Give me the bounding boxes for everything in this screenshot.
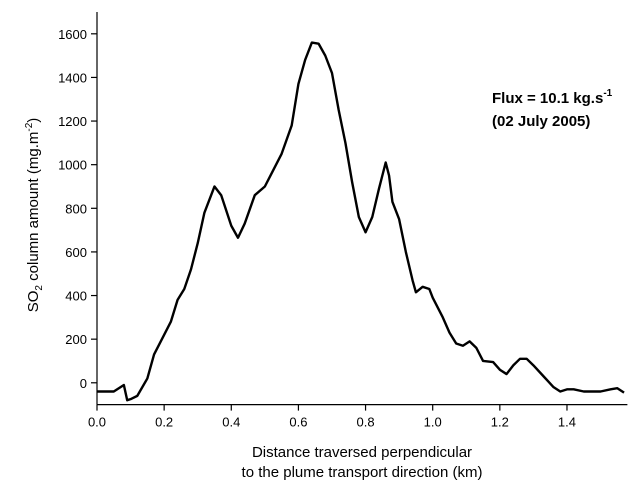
- y-tick-label: 1000: [58, 158, 87, 173]
- annotation-part: Flux = 10.1 kg.s: [492, 90, 603, 107]
- x-tick-label: 0.4: [222, 415, 240, 430]
- x-axis-label: Distance traversed perpendicular: [252, 444, 472, 461]
- annotation: Flux = 10.1 kg.s-1: [492, 88, 613, 107]
- y-tick-label: 400: [65, 289, 87, 304]
- y-label-sup: -2: [24, 122, 35, 131]
- x-tick-label: 0.0: [88, 415, 106, 430]
- x-tick-label: 1.2: [491, 415, 509, 430]
- y-tick-label: 200: [65, 332, 87, 347]
- y-label-part: column amount (mg.m: [25, 132, 42, 285]
- y-label-sub: 2: [34, 285, 45, 291]
- x-tick-label: 0.6: [289, 415, 307, 430]
- y-tick-label: 800: [65, 201, 87, 216]
- y-label-part: ): [25, 118, 42, 123]
- data-line: [97, 41, 625, 402]
- y-tick-label: 600: [65, 245, 87, 260]
- y-axis-label: SO2 column amount (mg.m-2): [24, 118, 45, 313]
- x-tick-label: 0.2: [155, 415, 173, 430]
- x-tick-label: 0.8: [357, 415, 375, 430]
- annotation: (02 July 2005): [492, 113, 590, 130]
- y-tick-label: 1600: [58, 27, 87, 42]
- y-label-part: SO: [25, 291, 42, 313]
- y-tick-label: 0: [80, 376, 87, 391]
- y-tick-label: 1400: [58, 70, 87, 85]
- annotation-sup: -1: [603, 88, 612, 99]
- x-axis-label: to the plume transport direction (km): [242, 464, 483, 481]
- x-tick-label: 1.0: [424, 415, 442, 430]
- x-tick-label: 1.4: [558, 415, 576, 430]
- y-tick-label: 1200: [58, 114, 87, 129]
